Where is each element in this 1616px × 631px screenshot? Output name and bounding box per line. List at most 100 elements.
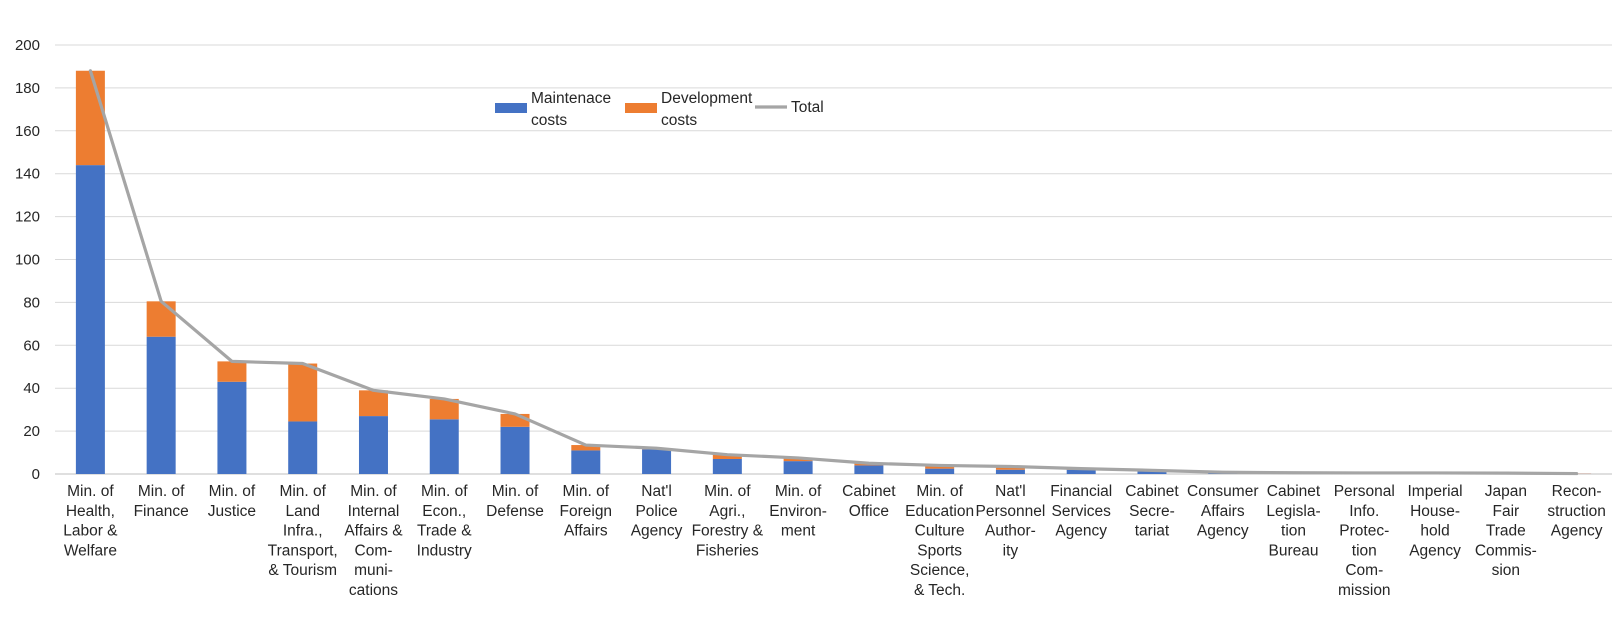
x-tick-label-line: Nat'l [641, 483, 672, 500]
x-tick-label-line: Cabinet [1125, 483, 1179, 500]
x-tick-label-line: tion [1281, 523, 1306, 540]
development-bar [147, 301, 176, 336]
x-tick-label: Min. of Health, Labor & Welfare [63, 483, 118, 559]
x-tick-label-line: ity [1003, 542, 1019, 559]
x-tick-label-line: Land [285, 503, 319, 520]
maintenance-bar [784, 461, 813, 474]
x-tick-label-line: Agency [1197, 523, 1249, 540]
x-tick-label-line: ment [781, 523, 816, 540]
development-bar [288, 364, 317, 422]
x-tick-label-line: Agri., [709, 503, 745, 520]
x-tick-label-line: Fair [1492, 503, 1519, 520]
x-tick-label-line: Min. of [350, 483, 397, 500]
y-tick-label: 40 [23, 380, 40, 397]
maintenance-bar [147, 337, 176, 474]
x-tick-label-line: hold [1420, 523, 1449, 540]
development-bar [501, 414, 530, 427]
x-tick-label-line: Min. of [775, 483, 822, 500]
x-tick-label-line: Legisla- [1266, 503, 1320, 520]
legend-label-line: costs [661, 112, 697, 129]
x-tick-label-line: Personnel [976, 503, 1046, 520]
x-tick-label-line: Finance [134, 503, 189, 520]
y-tick-label: 100 [15, 252, 40, 269]
x-tick-label-line: Min. of [916, 483, 963, 500]
x-tick-label-line: Min. of [704, 483, 751, 500]
x-tick-label-line: Science, [910, 562, 969, 579]
x-tick-label: Cabinet Secre-tariat [1125, 483, 1179, 540]
x-tick-label-line: Health, [66, 503, 115, 520]
y-tick-label: 140 [15, 166, 40, 183]
x-tick-label-line: Services [1051, 503, 1111, 520]
x-tick-label-line: Min. of [421, 483, 468, 500]
maintenance-bar [288, 421, 317, 474]
y-tick-label: 20 [23, 423, 40, 440]
x-tick-label-line: tion [1352, 542, 1377, 559]
x-tick-label-line: Min. of [67, 483, 114, 500]
x-tick-label-line: Agency [1409, 542, 1461, 559]
x-tick-label-line: Fisheries [696, 542, 759, 559]
x-tick-label-line: Affairs [1201, 503, 1245, 520]
x-tick-label-line: sion [1492, 562, 1520, 579]
x-tick-label-line: Secre- [1129, 503, 1175, 520]
x-tick-label-line: & Tech. [914, 582, 965, 599]
x-tick-label-line: cations [349, 582, 398, 599]
x-tick-label-line: Education [905, 503, 974, 520]
x-tick-label-line: Recon- [1552, 483, 1602, 500]
x-tick-label-line: Police [635, 503, 677, 520]
x-tick-label-line: Japan [1485, 483, 1527, 500]
development-bar [76, 71, 105, 165]
x-tick-label-line: Defense [486, 503, 544, 520]
x-tick-label-line: Welfare [64, 542, 117, 559]
x-tick-label-line: Min. of [279, 483, 326, 500]
x-tick-label: Min. of Education Culture Sports Science, & T… [905, 483, 974, 599]
x-tick-label-line: Com- [1345, 562, 1383, 579]
legend-label-line: Maintenace [531, 90, 611, 107]
x-tick-label-line: Industry [417, 542, 472, 559]
x-tick-label-line: Labor & [63, 523, 118, 540]
maintenance-bar [501, 427, 530, 474]
y-tick-label: 120 [15, 209, 40, 226]
y-tick-label: 180 [15, 80, 40, 97]
x-tick-label-line: Econ., [422, 503, 466, 520]
x-tick-label-line: tariat [1135, 523, 1170, 540]
x-tick-label-line: Infra., [283, 523, 323, 540]
x-tick-label-line: Transport, [268, 542, 338, 559]
x-tick-label-line: Sports [917, 542, 962, 559]
legend-label-line: Development [661, 90, 753, 107]
x-tick-label-line: House- [1410, 503, 1460, 520]
maintenance-bar [925, 469, 954, 474]
legend-swatch [625, 103, 657, 113]
x-tick-label-line: Culture [915, 523, 965, 540]
legend-label: Total [791, 99, 824, 116]
legend-swatch [495, 103, 527, 113]
y-tick-label: 0 [32, 466, 40, 483]
x-tick-label-line: Commis- [1475, 542, 1537, 559]
x-tick-label: Min. of Agri., Forestry & Fisheries [692, 483, 764, 559]
x-tick-label-line: & Tourism [268, 562, 337, 579]
x-tick-label-line: Agency [1055, 523, 1107, 540]
x-tick-label-line: Forestry & [692, 523, 764, 540]
x-tick-label-line: Min. of [209, 483, 256, 500]
y-tick-label: 60 [23, 337, 40, 354]
x-tick-label-line: Internal [348, 503, 400, 520]
